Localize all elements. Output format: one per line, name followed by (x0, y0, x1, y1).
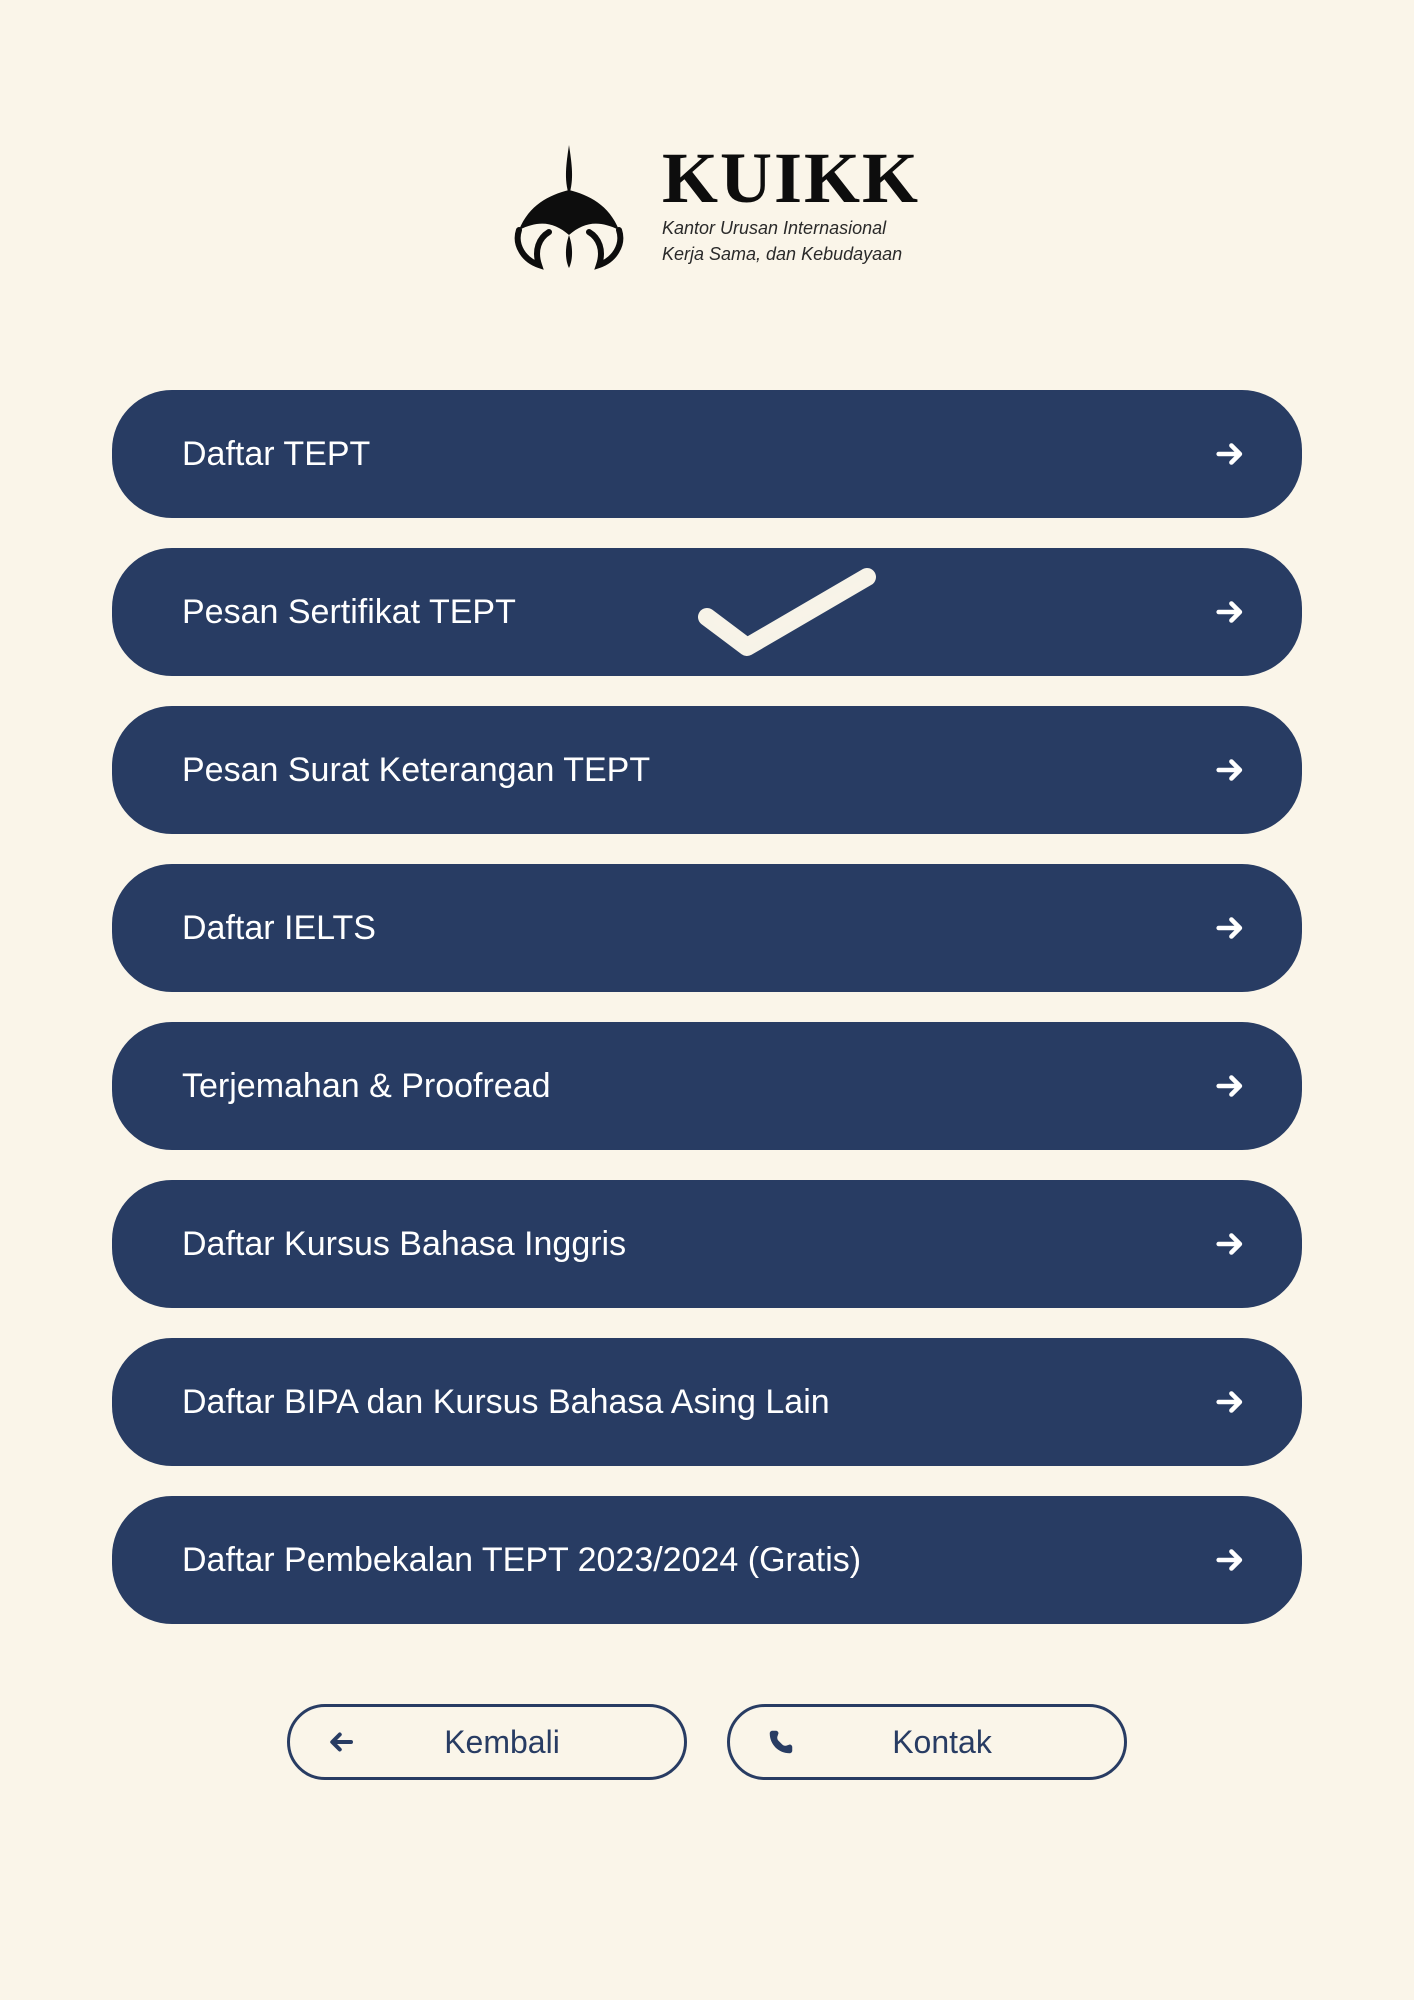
arrow-right-icon (1213, 595, 1247, 629)
arrow-right-icon (1213, 753, 1247, 787)
menu-item-label: Daftar IELTS (182, 909, 376, 948)
menu-item-terjemahan-proofread[interactable]: Terjemahan & Proofread (112, 1022, 1302, 1150)
phone-icon (766, 1727, 796, 1757)
arrow-right-icon (1213, 911, 1247, 945)
menu-item-label: Daftar TEPT (182, 435, 370, 474)
arrow-right-icon (1213, 1543, 1247, 1577)
arrow-right-icon (1213, 1385, 1247, 1419)
checkmark-icon (692, 562, 882, 662)
menu-item-daftar-tept[interactable]: Daftar TEPT (112, 390, 1302, 518)
logo-mark-icon (494, 140, 644, 270)
contact-button[interactable]: Kontak (727, 1704, 1127, 1780)
logo-text: KUIKK Kantor Urusan Internasional Kerja … (662, 144, 920, 265)
menu-item-kursus-bahasa-inggris[interactable]: Daftar Kursus Bahasa Inggris (112, 1180, 1302, 1308)
menu-item-pesan-sertifikat-tept[interactable]: Pesan Sertifikat TEPT (112, 548, 1302, 676)
arrow-right-icon (1213, 437, 1247, 471)
arrow-right-icon (1213, 1069, 1247, 1103)
back-button-label: Kembali (444, 1724, 560, 1761)
back-button[interactable]: Kembali (287, 1704, 687, 1780)
menu-item-label: Terjemahan & Proofread (182, 1067, 551, 1106)
contact-button-label: Kontak (892, 1724, 992, 1761)
logo-title: KUIKK (662, 144, 920, 212)
menu-item-daftar-ielts[interactable]: Daftar IELTS (112, 864, 1302, 992)
logo-block: KUIKK Kantor Urusan Internasional Kerja … (494, 140, 920, 270)
menu-item-label: Daftar BIPA dan Kursus Bahasa Asing Lain (182, 1383, 830, 1422)
arrow-left-icon (326, 1727, 356, 1757)
arrow-right-icon (1213, 1227, 1247, 1261)
logo-subtitle-1: Kantor Urusan Internasional (662, 217, 920, 240)
footer-buttons: Kembali Kontak (287, 1704, 1127, 1780)
menu-item-label: Daftar Pembekalan TEPT 2023/2024 (Gratis… (182, 1541, 861, 1580)
menu-item-pesan-surat-keterangan-tept[interactable]: Pesan Surat Keterangan TEPT (112, 706, 1302, 834)
menu-item-bipa-bahasa-asing[interactable]: Daftar BIPA dan Kursus Bahasa Asing Lain (112, 1338, 1302, 1466)
menu-item-label: Pesan Sertifikat TEPT (182, 593, 516, 632)
logo-subtitle-2: Kerja Sama, dan Kebudayaan (662, 243, 920, 266)
menu-item-pembekalan-tept[interactable]: Daftar Pembekalan TEPT 2023/2024 (Gratis… (112, 1496, 1302, 1624)
menu-item-label: Pesan Surat Keterangan TEPT (182, 751, 650, 790)
menu-item-label: Daftar Kursus Bahasa Inggris (182, 1225, 626, 1264)
menu-list: Daftar TEPT Pesan Sertifikat TEPT Pesan … (112, 390, 1302, 1624)
